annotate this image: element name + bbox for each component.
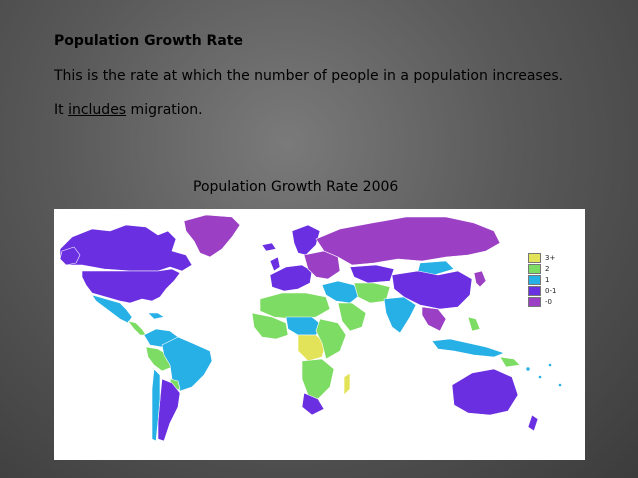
legend-label: -0 (545, 298, 552, 306)
brazil (161, 336, 213, 392)
peru-bolivia (145, 346, 173, 372)
western-europe (269, 264, 313, 292)
pacific-island-3 (548, 363, 552, 367)
mexico (91, 294, 133, 324)
alaska (59, 246, 81, 266)
legend-label: 2 (545, 265, 550, 273)
legend-item: 1 (528, 275, 556, 285)
includes-link[interactable]: includes (68, 102, 127, 118)
chile (151, 368, 161, 442)
legend-swatch (528, 286, 541, 296)
slide-heading: Population Growth Rate (54, 33, 243, 49)
kazakhstan (349, 264, 395, 284)
iceland (261, 242, 277, 252)
migration-suffix: migration. (126, 102, 203, 118)
legend-label: 0-1 (545, 287, 557, 295)
east-africa (315, 318, 347, 360)
legend-label: 3+ (545, 254, 556, 262)
migration-prefix: It (54, 102, 69, 118)
pacific-island-1 (525, 366, 531, 372)
central-america (127, 320, 147, 336)
uk (269, 256, 281, 272)
map-title: Population Growth Rate 2006 (193, 179, 399, 195)
caribbean (147, 312, 165, 320)
south-africa (301, 392, 325, 416)
new-guinea (499, 356, 521, 368)
pacific-island-2 (538, 375, 542, 379)
canada (59, 224, 193, 272)
world-map: 3+ 2 1 0-1 -0 (54, 209, 585, 460)
legend-item: 0-1 (528, 286, 556, 296)
korea-japan (473, 270, 487, 288)
madagascar (343, 372, 351, 396)
usa (81, 268, 181, 304)
new-zealand (527, 414, 539, 432)
north-africa (259, 292, 331, 320)
australia (451, 368, 519, 416)
legend-swatch (528, 253, 541, 263)
west-africa (251, 312, 289, 340)
central-africa (297, 334, 327, 362)
legend-label: 1 (545, 276, 550, 284)
greenland (183, 214, 241, 258)
middle-east (321, 280, 361, 304)
legend-swatch (528, 264, 541, 274)
world-map-svg (59, 214, 562, 442)
definition-paragraph: This is the rate at which the number of … (54, 68, 564, 84)
russia (315, 216, 501, 266)
map-legend: 3+ 2 1 0-1 -0 (528, 253, 556, 308)
indonesia (431, 338, 505, 358)
india (383, 296, 417, 334)
arabian-peninsula (337, 302, 367, 332)
china (391, 270, 473, 310)
southeast-asia (421, 306, 447, 332)
philippines-pacific (467, 316, 481, 332)
legend-item: -0 (528, 297, 556, 307)
slide-text-block: Population Growth Rate This is the rate … (54, 32, 594, 120)
mongolia (417, 260, 455, 276)
legend-item: 2 (528, 264, 556, 274)
migration-paragraph: It includes migration. (54, 100, 594, 120)
pacific-island-4 (558, 383, 562, 387)
legend-item: 3+ (528, 253, 556, 263)
southern-africa (301, 358, 335, 400)
legend-swatch (528, 275, 541, 285)
scandinavia (291, 224, 321, 256)
legend-swatch (528, 297, 541, 307)
